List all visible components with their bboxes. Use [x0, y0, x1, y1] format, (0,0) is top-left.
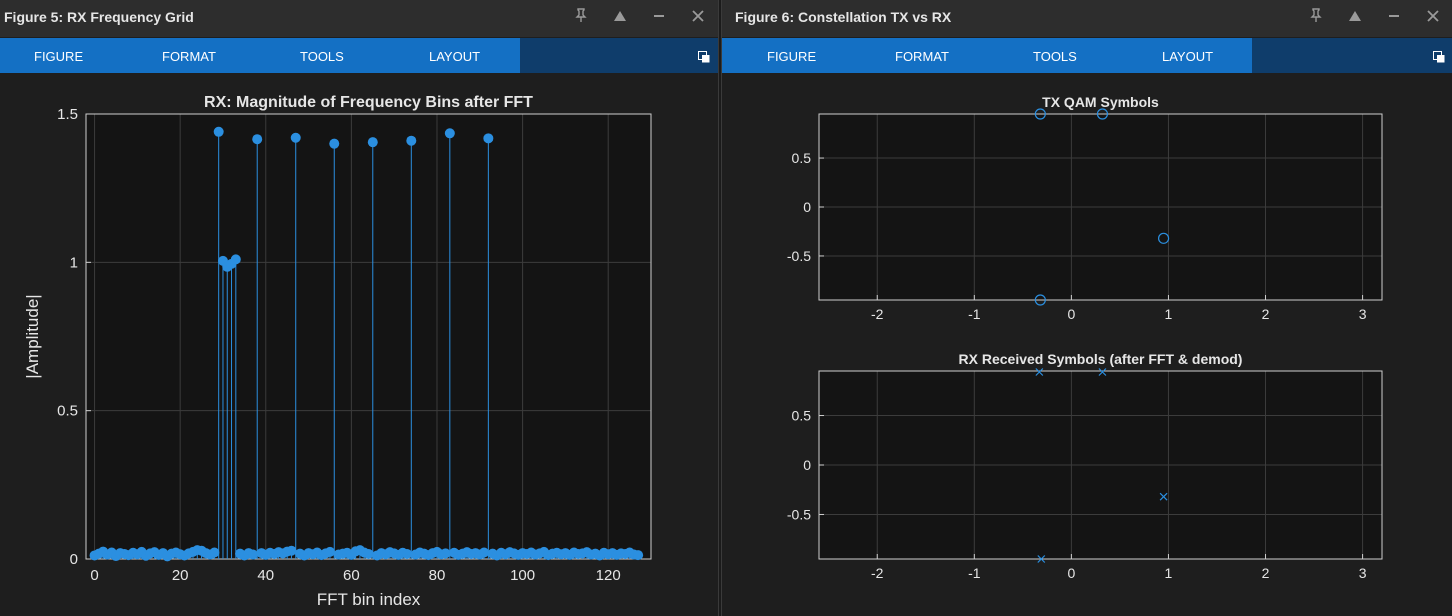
tx-symbol-point — [1034, 108, 1046, 120]
x-tick-label: 1 — [1165, 565, 1173, 581]
chart-title: RX: Magnitude of Frequency Bins after FF… — [204, 94, 533, 111]
close-icon[interactable] — [688, 9, 708, 26]
stem-point — [406, 135, 417, 146]
stem-point — [329, 138, 340, 149]
tab-format[interactable]: FORMAT — [895, 49, 949, 64]
figure-6-window: Figure 6: Constellation TX vs RX FIGURE … — [721, 0, 1452, 616]
x-axis-label: FFT bin index — [317, 590, 421, 609]
chart-title: RX Received Symbols (after FFT & demod) — [959, 351, 1243, 367]
undock-icon[interactable] — [698, 50, 710, 63]
stem-point — [286, 545, 297, 556]
tx-symbol-point — [1034, 294, 1046, 306]
x-tick-label: -1 — [968, 565, 981, 581]
rx-symbol-point — [1159, 492, 1168, 501]
x-tick-label: 80 — [429, 567, 446, 584]
window-title: Figure 6: Constellation TX vs RX — [735, 9, 952, 25]
tab-tools[interactable]: TOOLS — [300, 49, 344, 64]
tab-layout[interactable]: LAYOUT — [429, 49, 481, 64]
window-controls — [571, 8, 708, 26]
tx-symbol-point — [1096, 108, 1109, 120]
stem-point — [252, 134, 263, 145]
stem-point — [324, 546, 335, 557]
stem-point — [290, 132, 301, 143]
y-tick-label: -0.5 — [787, 506, 811, 522]
figure-5-toolstrip: FIGURE FORMAT TOOLS LAYOUT — [0, 38, 718, 73]
stem-point — [402, 548, 413, 559]
pin-icon[interactable] — [571, 8, 591, 26]
tab-figure[interactable]: FIGURE — [34, 49, 84, 64]
triangle-up-icon[interactable] — [610, 9, 630, 26]
stem-point — [247, 549, 258, 560]
x-tick-label: 2 — [1262, 306, 1270, 322]
x-tick-label: 3 — [1359, 565, 1367, 581]
x-tick-label: 100 — [510, 567, 535, 584]
tab-bar: FIGURE FORMAT TOOLS LAYOUT — [0, 38, 520, 73]
x-tick-label: 0 — [1067, 306, 1075, 322]
tx-symbol-point — [1157, 232, 1170, 244]
rx-symbol-point — [1098, 368, 1107, 376]
triangle-up-icon[interactable] — [1345, 9, 1365, 26]
rx-symbol-point — [1035, 368, 1044, 376]
x-tick-label: 120 — [596, 567, 621, 584]
stem-point — [209, 547, 220, 558]
minus-icon[interactable] — [649, 9, 669, 26]
stem-point — [479, 547, 490, 558]
y-tick-label: 0.5 — [792, 408, 812, 424]
axes-background — [86, 114, 651, 559]
y-tick-label: -0.5 — [787, 248, 811, 264]
stem-point — [444, 128, 455, 139]
stem-point — [363, 548, 374, 559]
stem-point — [213, 126, 224, 137]
figure-6-titlebar[interactable]: Figure 6: Constellation TX vs RX — [722, 0, 1452, 37]
pin-icon[interactable] — [1306, 8, 1326, 26]
y-tick-label: 0.5 — [57, 403, 78, 420]
undock-icon[interactable] — [1433, 50, 1445, 63]
stem-plot[interactable]: 0 20 40 60 80 100 120 0 0.5 1 1.5 RX: Magnitude of … — [0, 73, 718, 616]
y-tick-label: 1 — [70, 254, 78, 271]
x-tick-label: -2 — [871, 565, 884, 581]
x-tick-label: 0 — [1067, 565, 1075, 581]
figure-5-window: Figure 5: RX Frequency Grid FIGURE FORMA… — [0, 0, 719, 616]
y-tick-label: 0 — [803, 199, 811, 215]
y-axis-label: |Amplitude| — [23, 294, 42, 378]
stem-point — [230, 254, 241, 265]
tab-format[interactable]: FORMAT — [162, 49, 216, 64]
tab-tools[interactable]: TOOLS — [1033, 49, 1077, 64]
rx-symbol-point — [1037, 555, 1046, 563]
close-icon[interactable] — [1423, 9, 1443, 26]
window-controls — [1306, 8, 1443, 26]
x-tick-label: 0 — [90, 567, 98, 584]
stem-point — [483, 133, 494, 144]
tab-layout[interactable]: LAYOUT — [1162, 49, 1214, 64]
minus-icon[interactable] — [1384, 9, 1404, 26]
y-tick-label: 1.5 — [57, 106, 78, 123]
tab-figure[interactable]: FIGURE — [767, 49, 817, 64]
x-tick-label: 40 — [257, 567, 274, 584]
x-tick-label: -2 — [871, 306, 884, 322]
tab-bar: FIGURE FORMAT TOOLS LAYOUT — [722, 38, 1252, 73]
constellation-plots[interactable]: -2 -1 0 1 2 3 -0.5 0 0.5 TX QAM Symbols -2 -1 0 1 2 3 -0… — [722, 73, 1452, 616]
y-tick-label: 0.5 — [792, 150, 812, 166]
x-tick-label: 20 — [172, 567, 189, 584]
figure-5-titlebar[interactable]: Figure 5: RX Frequency Grid — [0, 0, 718, 37]
window-title: Figure 5: RX Frequency Grid — [4, 9, 194, 25]
x-tick-label: 1 — [1165, 306, 1173, 322]
y-tick-label: 0 — [70, 551, 78, 568]
y-tick-label: 0 — [803, 457, 811, 473]
x-tick-label: 2 — [1262, 565, 1270, 581]
stem-point — [633, 550, 644, 561]
stem-point — [440, 548, 451, 559]
figure-6-toolstrip: FIGURE FORMAT TOOLS LAYOUT — [722, 38, 1452, 73]
x-tick-label: 60 — [343, 567, 360, 584]
x-tick-label: 3 — [1359, 306, 1367, 322]
stem-point — [367, 137, 378, 148]
x-tick-label: -1 — [968, 306, 981, 322]
chart-title: TX QAM Symbols — [1042, 94, 1159, 110]
